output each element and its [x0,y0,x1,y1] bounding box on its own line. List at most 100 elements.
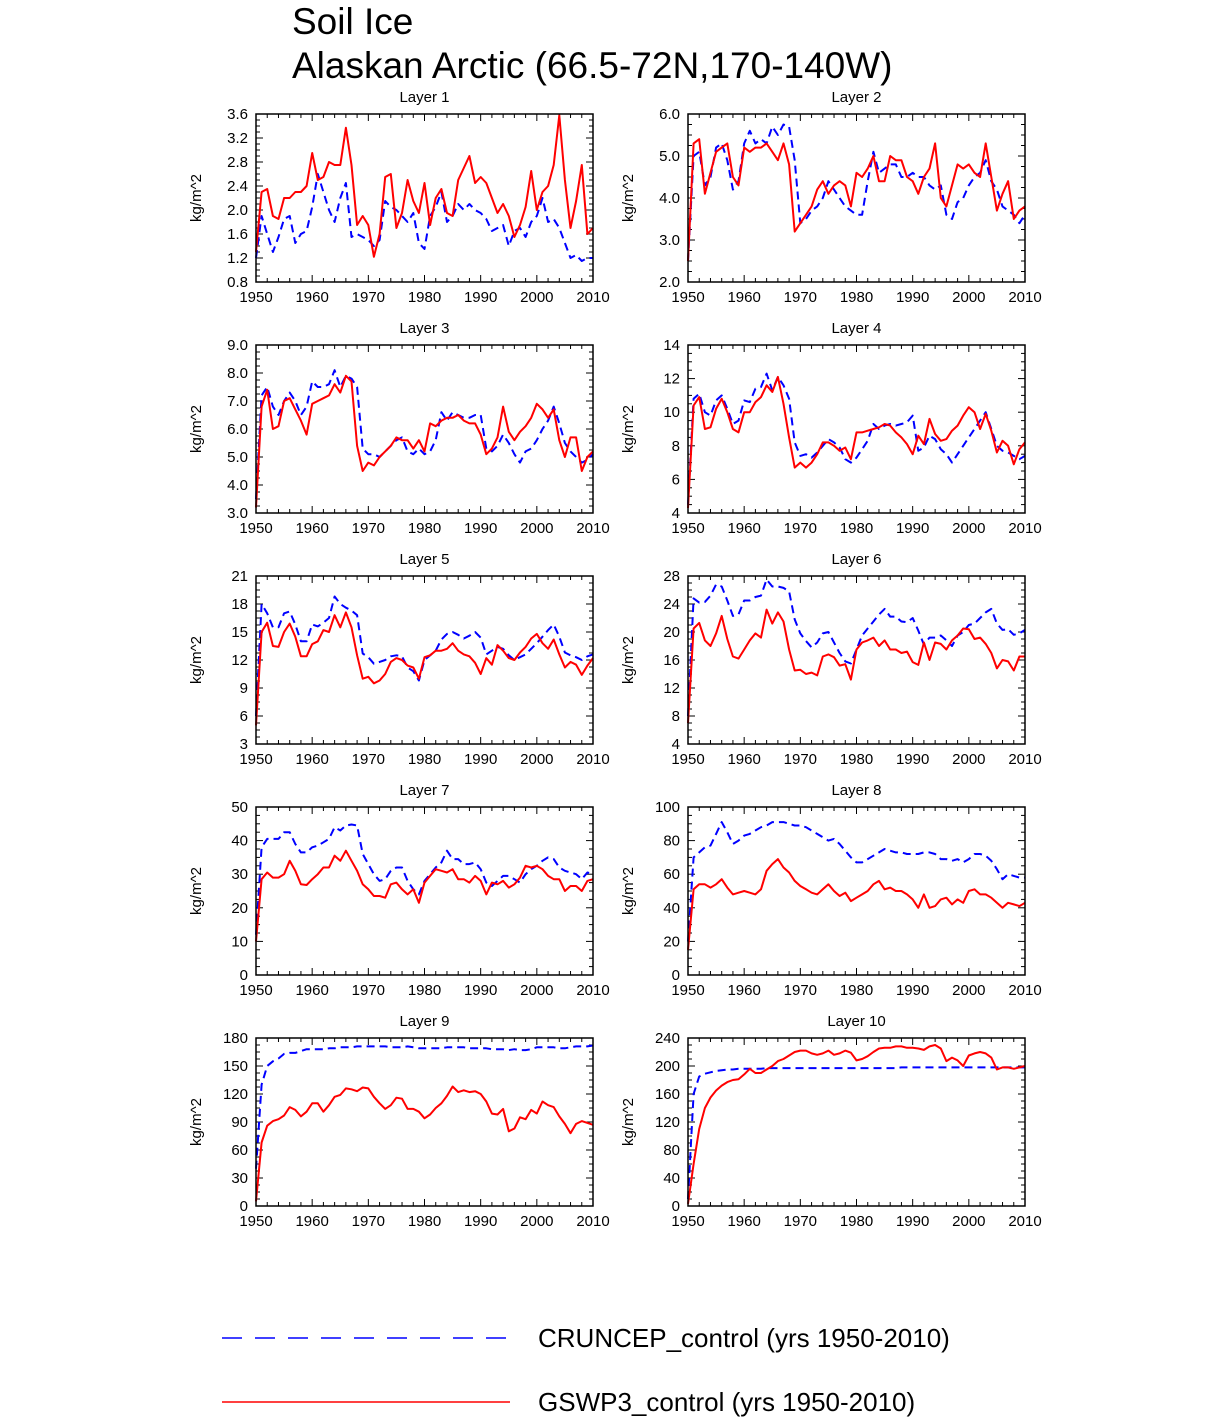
x-tick-label: 1990 [896,520,929,537]
y-tick-label: 2.4 [227,178,248,195]
y-axis-label: kg/m^2 [620,1098,637,1146]
x-tick-label: 1990 [464,520,497,537]
chart-title: Layer 1 [399,89,449,106]
y-tick-label: 90 [231,1114,248,1131]
plot-frame [255,806,594,976]
y-tick-label: 3.0 [659,232,680,249]
x-tick-label: 1980 [408,982,441,999]
y-tick-label: 120 [223,1086,248,1103]
series-line-cruncep [255,369,594,500]
y-tick-label: 9.0 [227,337,248,354]
y-tick-label: 5.0 [227,449,248,466]
x-tick-label: 1970 [352,751,385,768]
x-tick-label: 2010 [576,751,609,768]
x-tick-label: 1950 [239,289,272,306]
x-tick-label: 2000 [952,289,985,306]
y-tick-label: 240 [655,1030,680,1047]
y-tick-label: 200 [655,1058,680,1075]
legend-label-cruncep: CRUNCEP_control (yrs 1950-2010) [538,1323,950,1353]
series-line-cruncep [687,821,1025,942]
x-tick-label: 2000 [952,520,985,537]
y-tick-label: 20 [663,933,680,950]
x-tick-label: 1970 [784,1213,817,1230]
x-tick-label: 1990 [896,289,929,306]
x-tick-label: 1990 [896,982,929,999]
x-tick-label: 1970 [352,520,385,537]
y-axis-label: kg/m^2 [188,867,205,915]
chart-title: Layer 3 [399,320,449,337]
series-line-gswp3 [687,608,1025,724]
plot-frame [687,575,1026,745]
series-line-cruncep [687,1066,1025,1200]
y-tick-label: 160 [655,1086,680,1103]
y-tick-label: 3.2 [227,130,248,147]
x-tick-label: 2010 [576,982,609,999]
series-line-gswp3 [687,375,1026,509]
x-tick-label: 1960 [727,751,760,768]
x-tick-label: 1970 [352,289,385,306]
x-tick-label: 1990 [896,751,929,768]
y-tick-label: 4.0 [227,477,248,494]
y-tick-label: 6 [672,471,680,488]
x-tick-label: 1970 [784,982,817,999]
x-tick-label: 1980 [408,289,441,306]
y-tick-label: 40 [231,833,248,850]
x-tick-label: 1960 [727,982,760,999]
y-axis-label: kg/m^2 [188,636,205,684]
chart-title: Layer 2 [831,89,881,106]
figure-title-line1: Soil Ice [292,1,414,42]
x-tick-label: 1980 [840,289,873,306]
y-tick-label: 50 [231,799,248,816]
y-tick-label: 9 [240,680,248,697]
y-tick-label: 40 [663,1170,680,1187]
y-tick-label: 80 [663,833,680,850]
y-tick-label: 6 [240,708,248,725]
x-tick-label: 2010 [1008,982,1041,999]
y-tick-label: 180 [223,1030,248,1047]
y-tick-label: 0 [240,967,248,984]
x-tick-label: 1960 [727,289,760,306]
x-tick-label: 1960 [295,982,328,999]
y-tick-label: 14 [663,337,680,354]
series-line-gswp3 [687,858,1026,950]
y-tick-label: 0 [240,1198,248,1215]
y-axis-label: kg/m^2 [620,636,637,684]
x-tick-label: 2000 [952,982,985,999]
x-tick-label: 1970 [784,520,817,537]
plot-frame [255,344,594,514]
y-tick-label: 30 [231,866,248,883]
y-tick-label: 2.0 [659,274,680,291]
y-tick-label: 5.0 [659,148,680,165]
x-tick-label: 1950 [671,751,704,768]
y-tick-label: 21 [231,568,248,585]
y-tick-label: 28 [663,568,680,585]
x-tick-label: 2010 [1008,1213,1041,1230]
chart-title: Layer 5 [399,551,449,568]
x-tick-label: 2000 [520,982,553,999]
series-line-gswp3 [255,114,594,258]
plot-frame [687,344,1026,514]
series-line-gswp3 [255,611,594,726]
y-tick-label: 4 [672,736,680,753]
y-tick-label: 10 [231,933,248,950]
y-tick-label: 0 [672,1198,680,1215]
series-line-cruncep [255,823,594,935]
y-tick-label: 120 [655,1114,680,1131]
x-tick-label: 1980 [408,1213,441,1230]
x-tick-label: 2010 [1008,520,1041,537]
x-tick-label: 1990 [464,982,497,999]
y-tick-label: 7.0 [227,393,248,410]
chart-panel-layer-9: Layer 9 kg/m^2 1950 1960 1970 1980 1990 2000 201… [188,1013,610,1230]
y-tick-label: 6.0 [659,106,680,123]
legend [222,1337,510,1403]
y-axis-label: kg/m^2 [620,867,637,915]
x-tick-label: 2000 [520,289,553,306]
x-tick-label: 1960 [727,520,760,537]
y-tick-label: 12 [663,371,680,388]
y-tick-label: 12 [663,680,680,697]
x-tick-label: 1960 [295,1213,328,1230]
plot-frame [255,575,594,745]
series-line-gswp3 [687,1044,1026,1205]
x-tick-label: 1980 [408,520,441,537]
